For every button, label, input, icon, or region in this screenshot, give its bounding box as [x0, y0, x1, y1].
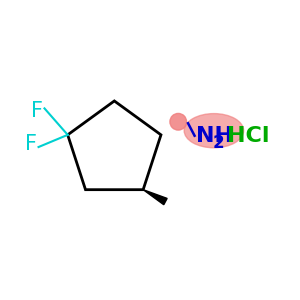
Text: F: F	[31, 101, 43, 122]
Text: F: F	[25, 134, 37, 154]
Text: 2: 2	[212, 134, 224, 152]
Ellipse shape	[184, 114, 244, 148]
Text: HCl: HCl	[227, 126, 270, 146]
Polygon shape	[143, 190, 167, 205]
Circle shape	[170, 113, 187, 130]
Text: NH: NH	[196, 126, 233, 146]
